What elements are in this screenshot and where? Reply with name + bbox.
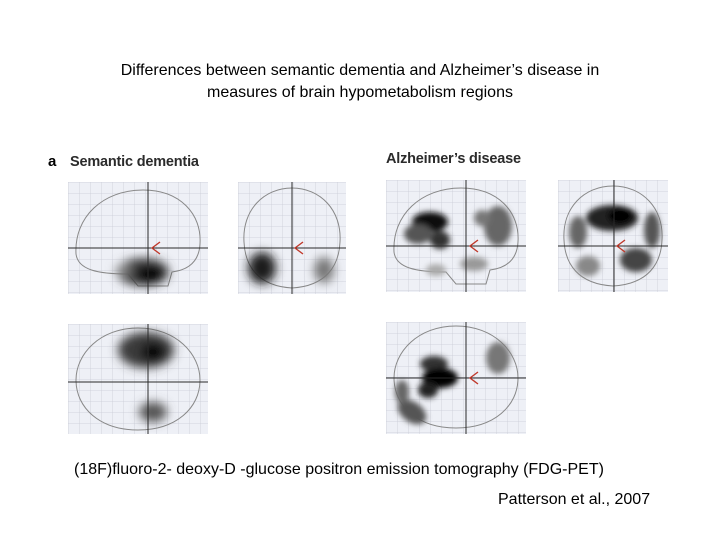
semantic-dementia-label: Semantic dementia bbox=[70, 154, 199, 170]
citation: Patterson et al., 2007 bbox=[498, 491, 651, 508]
figure-caption: (18F)fluoro‐2- deoxy‐D -glucose positron… bbox=[74, 461, 604, 478]
alzheimers-disease-label: Alzheimer’s disease bbox=[386, 151, 521, 167]
sd-coronal-scan bbox=[238, 182, 346, 294]
ad-sagittal-scan bbox=[386, 180, 526, 292]
sd-axial-scan bbox=[68, 324, 208, 434]
panel-letter: a bbox=[48, 153, 57, 170]
ad-coronal-scan bbox=[558, 180, 668, 292]
sd-sagittal-scan bbox=[68, 182, 208, 294]
title-line-2: measures of brain hypometabolism regions bbox=[207, 84, 513, 101]
slide-title: Differences between semantic dementia an… bbox=[60, 60, 660, 104]
title-line-1: Differences between semantic dementia an… bbox=[120, 62, 600, 79]
ad-axial-scan bbox=[386, 322, 526, 434]
